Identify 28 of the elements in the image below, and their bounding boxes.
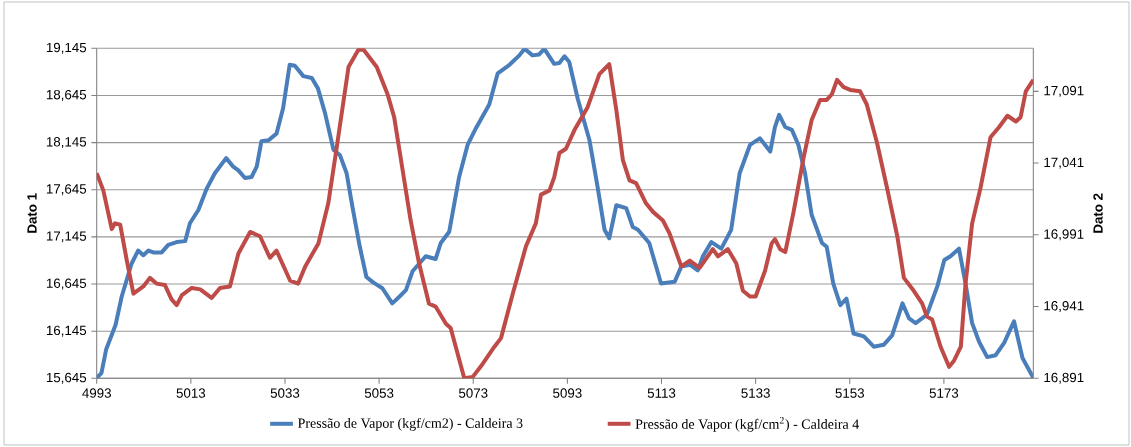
x-tick-label: 5053 <box>364 388 394 398</box>
y-tick-label: 19,145 <box>46 42 87 54</box>
y2-tick-label: 16,991 <box>1044 229 1084 241</box>
y-tick-label: 17,645 <box>46 184 87 196</box>
y-tick-label: 15,645 <box>46 372 87 384</box>
y-tick-label: 17,145 <box>46 231 87 243</box>
y2-tick-label: 17,091 <box>1044 85 1084 97</box>
y-tick-label: 18,145 <box>46 137 87 149</box>
y2-tick-label: 16,941 <box>1044 301 1084 313</box>
y2-tick-label: 17,041 <box>1044 157 1084 169</box>
x-tick-label: 5013 <box>176 388 206 398</box>
y-tick-label: 16,645 <box>46 278 87 290</box>
y2-tick-label: 16,891 <box>1044 372 1084 384</box>
legend-label: Pressão de Vapor (kgf/cm2) - Caldeira 3 <box>297 417 523 431</box>
x-tick-label: 5093 <box>553 388 582 398</box>
x-tick-label: 5033 <box>270 388 300 398</box>
line-series <box>96 48 1034 379</box>
y2-axis-title: Dato 2 <box>1093 193 1103 233</box>
x-tick-label: 4993 <box>82 388 111 398</box>
y-axis-title: Dato 1 <box>27 193 37 233</box>
x-tick-label: 5113 <box>647 388 676 398</box>
y-tick-label: 16,145 <box>46 325 87 337</box>
x-tick-label: 5073 <box>458 388 488 398</box>
x-tick-label: 5173 <box>929 388 959 398</box>
y-tick-label: 18,645 <box>46 89 87 101</box>
x-tick-label: 5133 <box>741 388 770 398</box>
x-tick-label: 5153 <box>835 388 865 398</box>
legend-label: Pressão de Vapor (kgf/cm$^{2}$) - Caldeira 4 <box>635 416 859 432</box>
